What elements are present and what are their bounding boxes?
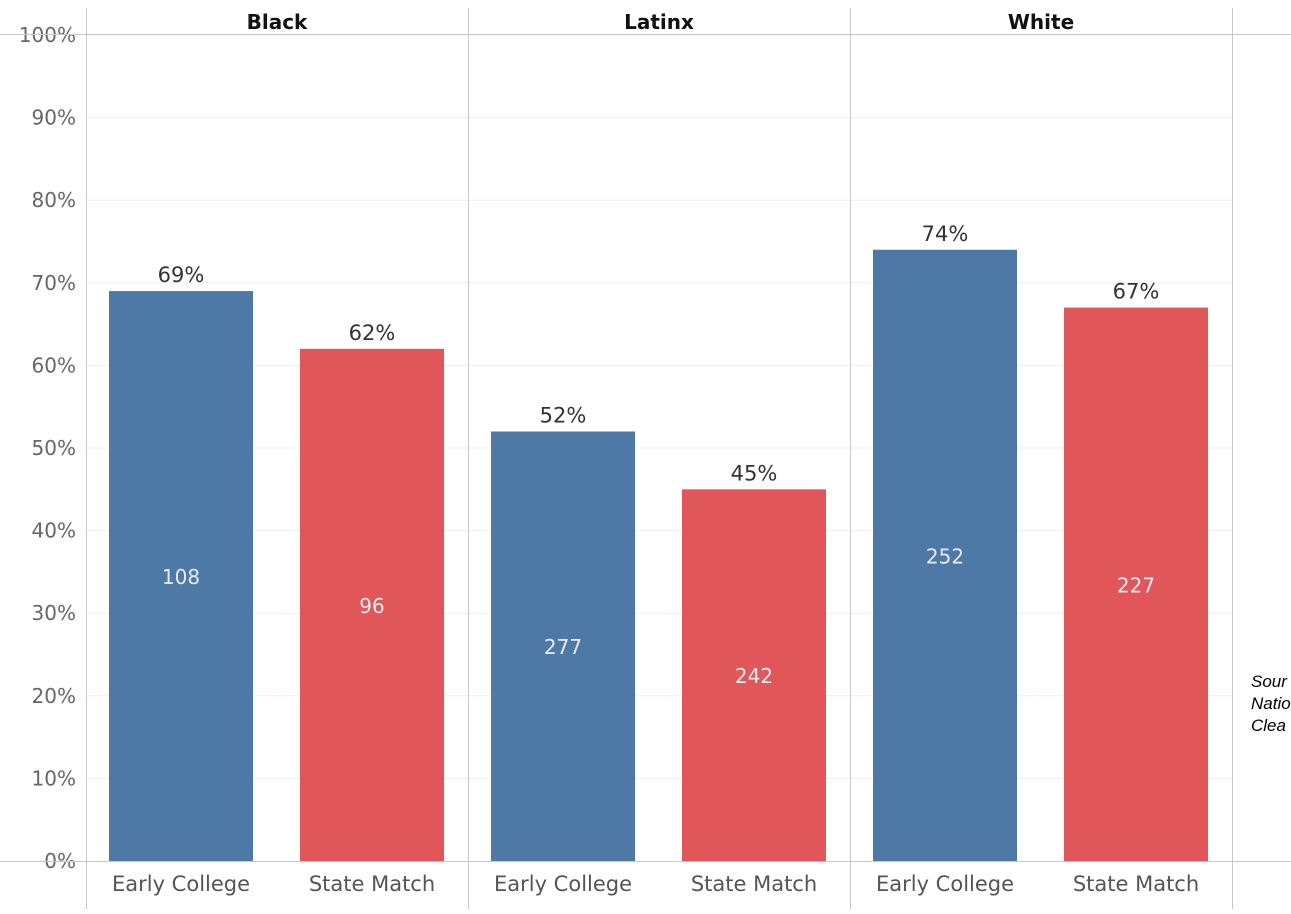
y-tick-label: 80% [32,188,76,212]
x-tick-label: Early College [112,872,250,896]
bar-value-label: 45% [731,461,778,485]
source-note-line-1: Sour [1251,672,1287,691]
bar-count-label: 277 [544,635,582,659]
panel-title: Latinx [624,10,694,34]
y-tick-label: 90% [32,106,76,130]
bar-value-label: 62% [349,321,396,345]
bar-count-label: 252 [926,544,964,568]
y-tick-label: 60% [32,353,76,377]
x-tick-label: State Match [309,872,435,896]
bar-value-label: 74% [922,222,969,246]
y-tick-label: 70% [32,271,76,295]
x-tick-label: State Match [1073,872,1199,896]
bar-count-label: 227 [1117,573,1155,597]
y-tick-label: 40% [32,519,76,543]
bar-count-label: 108 [162,565,200,589]
panel-title: Black [247,10,308,34]
bar-value-label: 52% [540,403,587,427]
bar-count-label: 96 [359,594,384,618]
y-tick-label: 50% [32,436,76,460]
x-tick-label: State Match [691,872,817,896]
bar [300,348,444,861]
x-tick-label: Early College [494,872,632,896]
source-note-line-2: Natio [1251,694,1291,713]
panel-title: White [1008,10,1074,34]
bar [109,291,253,861]
bar-value-label: 69% [158,263,205,287]
x-tick-label: Early College [876,872,1014,896]
y-tick-label: 10% [32,766,76,790]
y-tick-label: 20% [32,684,76,708]
bar [491,431,635,861]
bar [873,249,1017,861]
bar [682,489,826,861]
y-tick-label: 30% [32,601,76,625]
bar [1064,307,1208,862]
source-note-line-3: Clea [1251,716,1286,735]
bar-value-label: 67% [1113,280,1160,304]
bar-count-label: 242 [735,664,773,688]
